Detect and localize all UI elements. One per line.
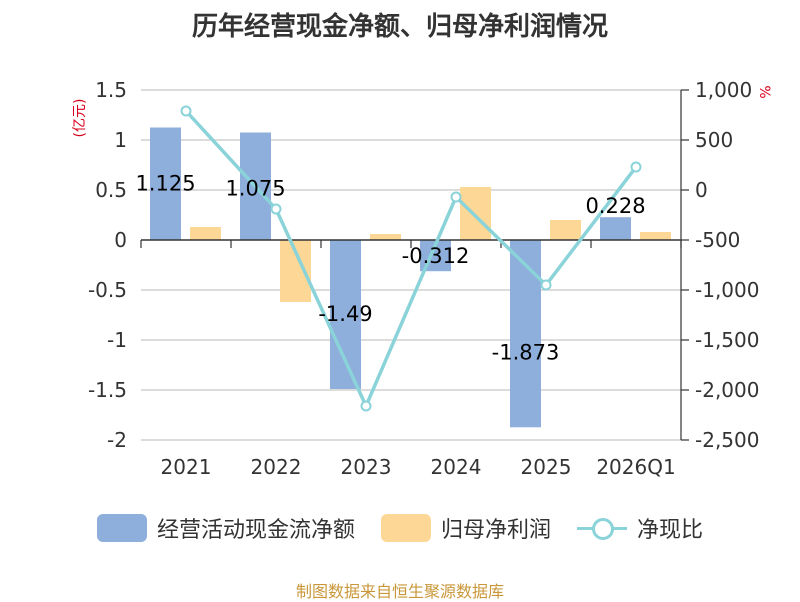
bar-net-profit (190, 227, 221, 240)
right-axis-tick-label: -500 (695, 228, 740, 252)
left-axis-tick-label: -1.5 (88, 378, 127, 402)
x-axis-tick-label: 2023 (341, 455, 392, 479)
data-label-operating-cash-flow: 0.228 (585, 194, 645, 218)
right-axis-tick-label: -2,500 (695, 428, 759, 452)
data-label-operating-cash-flow: -1.873 (492, 340, 560, 364)
axis-layer: 1.5 1 0.5 0 -0.5 -1 -1.5 -2 1,000 500 0 -500 -1,000 -… (88, 78, 760, 479)
right-axis-tick-label: -1,000 (695, 278, 759, 302)
point-cash-ratio (540, 279, 552, 291)
x-axis-tick-label: 2021 (161, 455, 212, 479)
source-note: 制图数据来自恒生聚源数据库 (295, 582, 504, 601)
legend-label-operating-cash-flow: 经营活动现金流净额 (156, 518, 355, 543)
line-layer (180, 105, 642, 412)
right-axis-tick-label: 1,000 (695, 78, 752, 102)
point-cash-ratio (360, 400, 372, 412)
right-axis-tick-label: -2,000 (695, 378, 759, 402)
data-label-operating-cash-flow: 1.125 (135, 172, 195, 196)
x-axis-tick-label: 2025 (521, 455, 572, 479)
legend-swatch-operating-cash-flow (96, 514, 147, 542)
legend-swatch-cash-ratio (577, 514, 627, 542)
label-layer: 1.125 1.075 -1.49 -0.312 -1.873 0.228 (135, 172, 645, 365)
legend-swatch-net-profit (380, 514, 431, 542)
point-cash-ratio (450, 191, 462, 203)
left-axis-tick-label: 0 (114, 228, 127, 252)
left-axis-tick-label: -0.5 (88, 278, 127, 302)
bar-net-profit (460, 187, 491, 240)
legend-item-cash-ratio[interactable]: 净现比 (577, 512, 703, 544)
bar-layer (150, 127, 671, 428)
data-label-operating-cash-flow: 1.075 (225, 177, 285, 201)
right-axis-unit: % (756, 85, 772, 98)
point-cash-ratio (270, 203, 282, 215)
bar-net-profit (550, 220, 581, 240)
legend-label-cash-ratio: 净现比 (637, 518, 704, 543)
left-axis-tick-label: 0.5 (95, 178, 127, 202)
x-axis-tick-label: 2024 (431, 455, 482, 479)
right-axis-tick-label: 0 (695, 178, 708, 202)
legend-item-operating-cash-flow[interactable]: 经营活动现金流净额 (96, 512, 355, 544)
point-cash-ratio (180, 105, 192, 117)
left-axis-tick-label: 1.5 (95, 78, 127, 102)
legend: 经营活动现金流净额 归母净利润 净现比 (0, 512, 800, 544)
bar-operating-cash-flow (150, 127, 181, 240)
right-axis-tick-label: 500 (695, 128, 733, 152)
bar-operating-cash-flow (600, 217, 631, 240)
bar-net-profit (370, 234, 401, 240)
x-axis-tick-label: 2026Q1 (596, 455, 675, 479)
legend-item-net-profit[interactable]: 归母净利润 (380, 512, 551, 544)
left-axis-tick-label: -2 (107, 428, 127, 452)
grid-layer (141, 89, 681, 441)
right-axis-tick-label: -1,500 (695, 328, 759, 352)
bar-net-profit (640, 232, 671, 240)
left-axis-tick-label: 1 (114, 128, 127, 152)
data-label-operating-cash-flow: -1.49 (318, 302, 372, 326)
x-axis-tick-label: 2022 (251, 455, 302, 479)
chart-title: 历年经营现金净额、归母净利润情况 (191, 12, 608, 42)
left-axis-unit: (亿元) (72, 99, 88, 138)
bar-operating-cash-flow (510, 240, 541, 428)
data-label-operating-cash-flow: -0.312 (402, 244, 470, 268)
left-axis-tick-label: -1 (107, 328, 127, 352)
point-cash-ratio (630, 161, 642, 173)
legend-label-net-profit: 归母净利润 (440, 518, 551, 543)
line-cash-ratio (184, 109, 638, 408)
